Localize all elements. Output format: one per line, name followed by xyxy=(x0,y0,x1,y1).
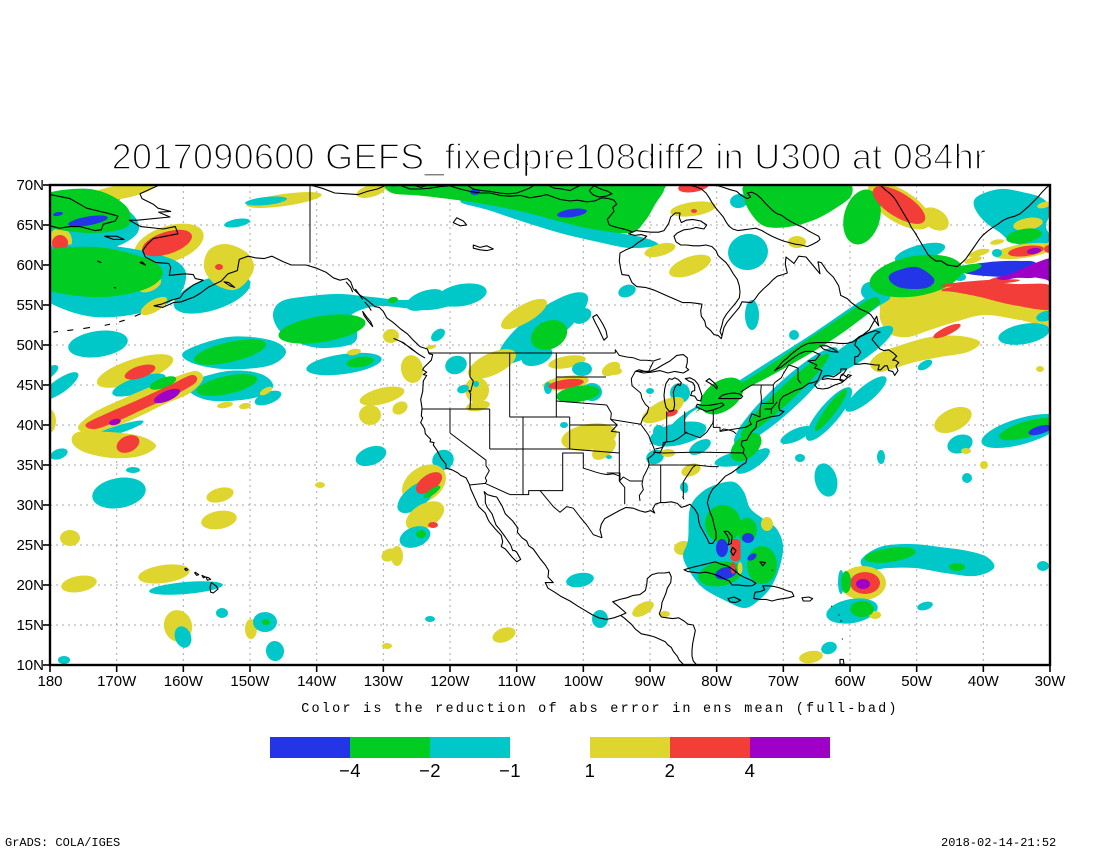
svg-text:65N: 65N xyxy=(16,217,44,234)
svg-text:2018-02-14-21:52: 2018-02-14-21:52 xyxy=(941,836,1056,850)
svg-text:30N: 30N xyxy=(16,497,44,514)
svg-text:45N: 45N xyxy=(16,377,44,394)
svg-text:10N: 10N xyxy=(16,657,44,674)
svg-text:130W: 130W xyxy=(364,673,404,690)
svg-text:−2: −2 xyxy=(419,760,441,781)
svg-text:70W: 70W xyxy=(768,673,800,690)
svg-text:170W: 170W xyxy=(97,673,137,690)
svg-text:150W: 150W xyxy=(230,673,270,690)
svg-text:2017090600 GEFS_fixedpre108dif: 2017090600 GEFS_fixedpre108diff2 in U300… xyxy=(112,136,987,177)
svg-text:2017090600 GEFS_fixedpre108dif: 2017090600 GEFS_fixedpre108diff2 in U300… xyxy=(112,136,987,177)
svg-text:−1: −1 xyxy=(499,760,521,781)
svg-text:40N: 40N xyxy=(16,417,44,434)
svg-text:50N: 50N xyxy=(16,337,44,354)
svg-text:55N: 55N xyxy=(16,297,44,314)
svg-text:−4: −4 xyxy=(339,760,361,781)
svg-text:80W: 80W xyxy=(701,673,733,690)
svg-text:30W: 30W xyxy=(1035,673,1067,690)
svg-text:90W: 90W xyxy=(635,673,667,690)
svg-text:100W: 100W xyxy=(564,673,604,690)
svg-text:4: 4 xyxy=(745,760,756,781)
svg-text:140W: 140W xyxy=(297,673,337,690)
svg-text:60W: 60W xyxy=(835,673,867,690)
svg-text:180: 180 xyxy=(37,673,62,690)
svg-text:20N: 20N xyxy=(16,577,44,594)
svg-text:Color is the reduction of abs: Color is the reduction of abs error in e… xyxy=(301,702,898,717)
svg-text:160W: 160W xyxy=(164,673,204,690)
svg-text:110W: 110W xyxy=(498,673,537,690)
svg-text:25N: 25N xyxy=(16,537,44,554)
svg-text:60N: 60N xyxy=(16,257,44,274)
svg-text:15N: 15N xyxy=(16,617,44,634)
svg-text:120W: 120W xyxy=(430,673,470,690)
svg-text:50W: 50W xyxy=(901,673,933,690)
svg-text:2: 2 xyxy=(665,760,676,781)
svg-text:GrADS: COLA/IGES: GrADS: COLA/IGES xyxy=(5,836,120,850)
svg-text:35N: 35N xyxy=(16,457,44,474)
svg-text:1: 1 xyxy=(585,760,596,781)
svg-text:40W: 40W xyxy=(968,673,1000,690)
svg-text:70N: 70N xyxy=(16,177,44,194)
